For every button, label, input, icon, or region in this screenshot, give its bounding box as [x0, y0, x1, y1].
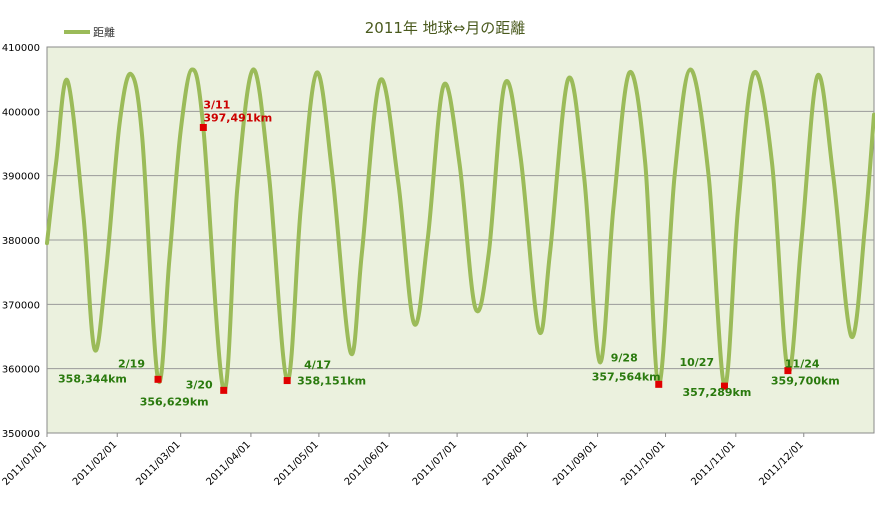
y-tick-label: 360000 — [2, 365, 40, 376]
annotation-date-label: 3/20 — [186, 378, 213, 391]
annotation-marker — [283, 377, 291, 385]
x-tick-label: 2011/06/01 — [343, 439, 392, 488]
y-tick-label: 400000 — [2, 107, 40, 118]
annotation-value-label: 358,151km — [297, 375, 366, 388]
annotation-marker — [655, 380, 663, 388]
annotation-date-label: 10/27 — [679, 356, 714, 369]
y-tick-label: 390000 — [2, 172, 40, 183]
series-line-distance — [45, 67, 875, 393]
x-tick-label: 2011/09/01 — [551, 439, 600, 488]
annotation-date-label: 2/19 — [118, 357, 145, 370]
x-tick-label: 2011/03/01 — [134, 439, 183, 488]
annotation-date-label: 9/28 — [611, 351, 638, 364]
annotation-marker — [199, 123, 207, 131]
y-axis-ticks: 350000 360000 370000 380000 390000 400000 4100… — [2, 43, 40, 440]
y-tick-label: 410000 — [2, 43, 40, 54]
annotation-value-label: 397,491km — [203, 111, 272, 124]
x-tick-label: 2011/07/01 — [411, 439, 460, 488]
x-tick-label: 2011/02/01 — [71, 439, 120, 488]
annotation-date-label: 4/17 — [304, 359, 331, 372]
x-axis-ticks: 2011/01/01 2011/02/01 2011/03/01 2011/04/01… — [1, 433, 806, 488]
annotation-marker — [784, 367, 792, 375]
y-tick-label: 370000 — [2, 300, 40, 311]
x-tick-label: 2011/05/01 — [272, 439, 321, 488]
annotation-value-label: 356,629km — [140, 395, 209, 408]
annotation-marker — [720, 382, 728, 390]
y-tick-label: 380000 — [2, 236, 40, 247]
annotation-value-label: 359,700km — [771, 375, 840, 388]
x-tick-label: 2011/11/01 — [689, 439, 738, 488]
x-tick-label: 2011/08/01 — [481, 439, 530, 488]
y-tick-label: 350000 — [2, 429, 40, 440]
annotation-value-label: 357,564km — [592, 370, 661, 383]
annotation-marker — [154, 375, 162, 383]
annotation-date-label: 11/24 — [785, 358, 820, 371]
annotation-value-label: 357,289km — [682, 386, 751, 399]
legend-label: 距離 — [93, 25, 115, 39]
annotation-marker — [220, 386, 228, 394]
chart-title: 2011年 地球⇔月の距離 — [365, 19, 526, 37]
x-tick-label: 2011/01/01 — [1, 439, 50, 488]
annotation-value-label: 358,344km — [58, 372, 127, 385]
annotation-date-label: 3/11 — [203, 98, 230, 111]
legend: 距離 — [64, 25, 115, 39]
x-tick-label: 2011/04/01 — [205, 439, 254, 488]
x-tick-label: 2011/10/01 — [619, 439, 668, 488]
x-tick-label: 2011/12/01 — [757, 439, 806, 488]
